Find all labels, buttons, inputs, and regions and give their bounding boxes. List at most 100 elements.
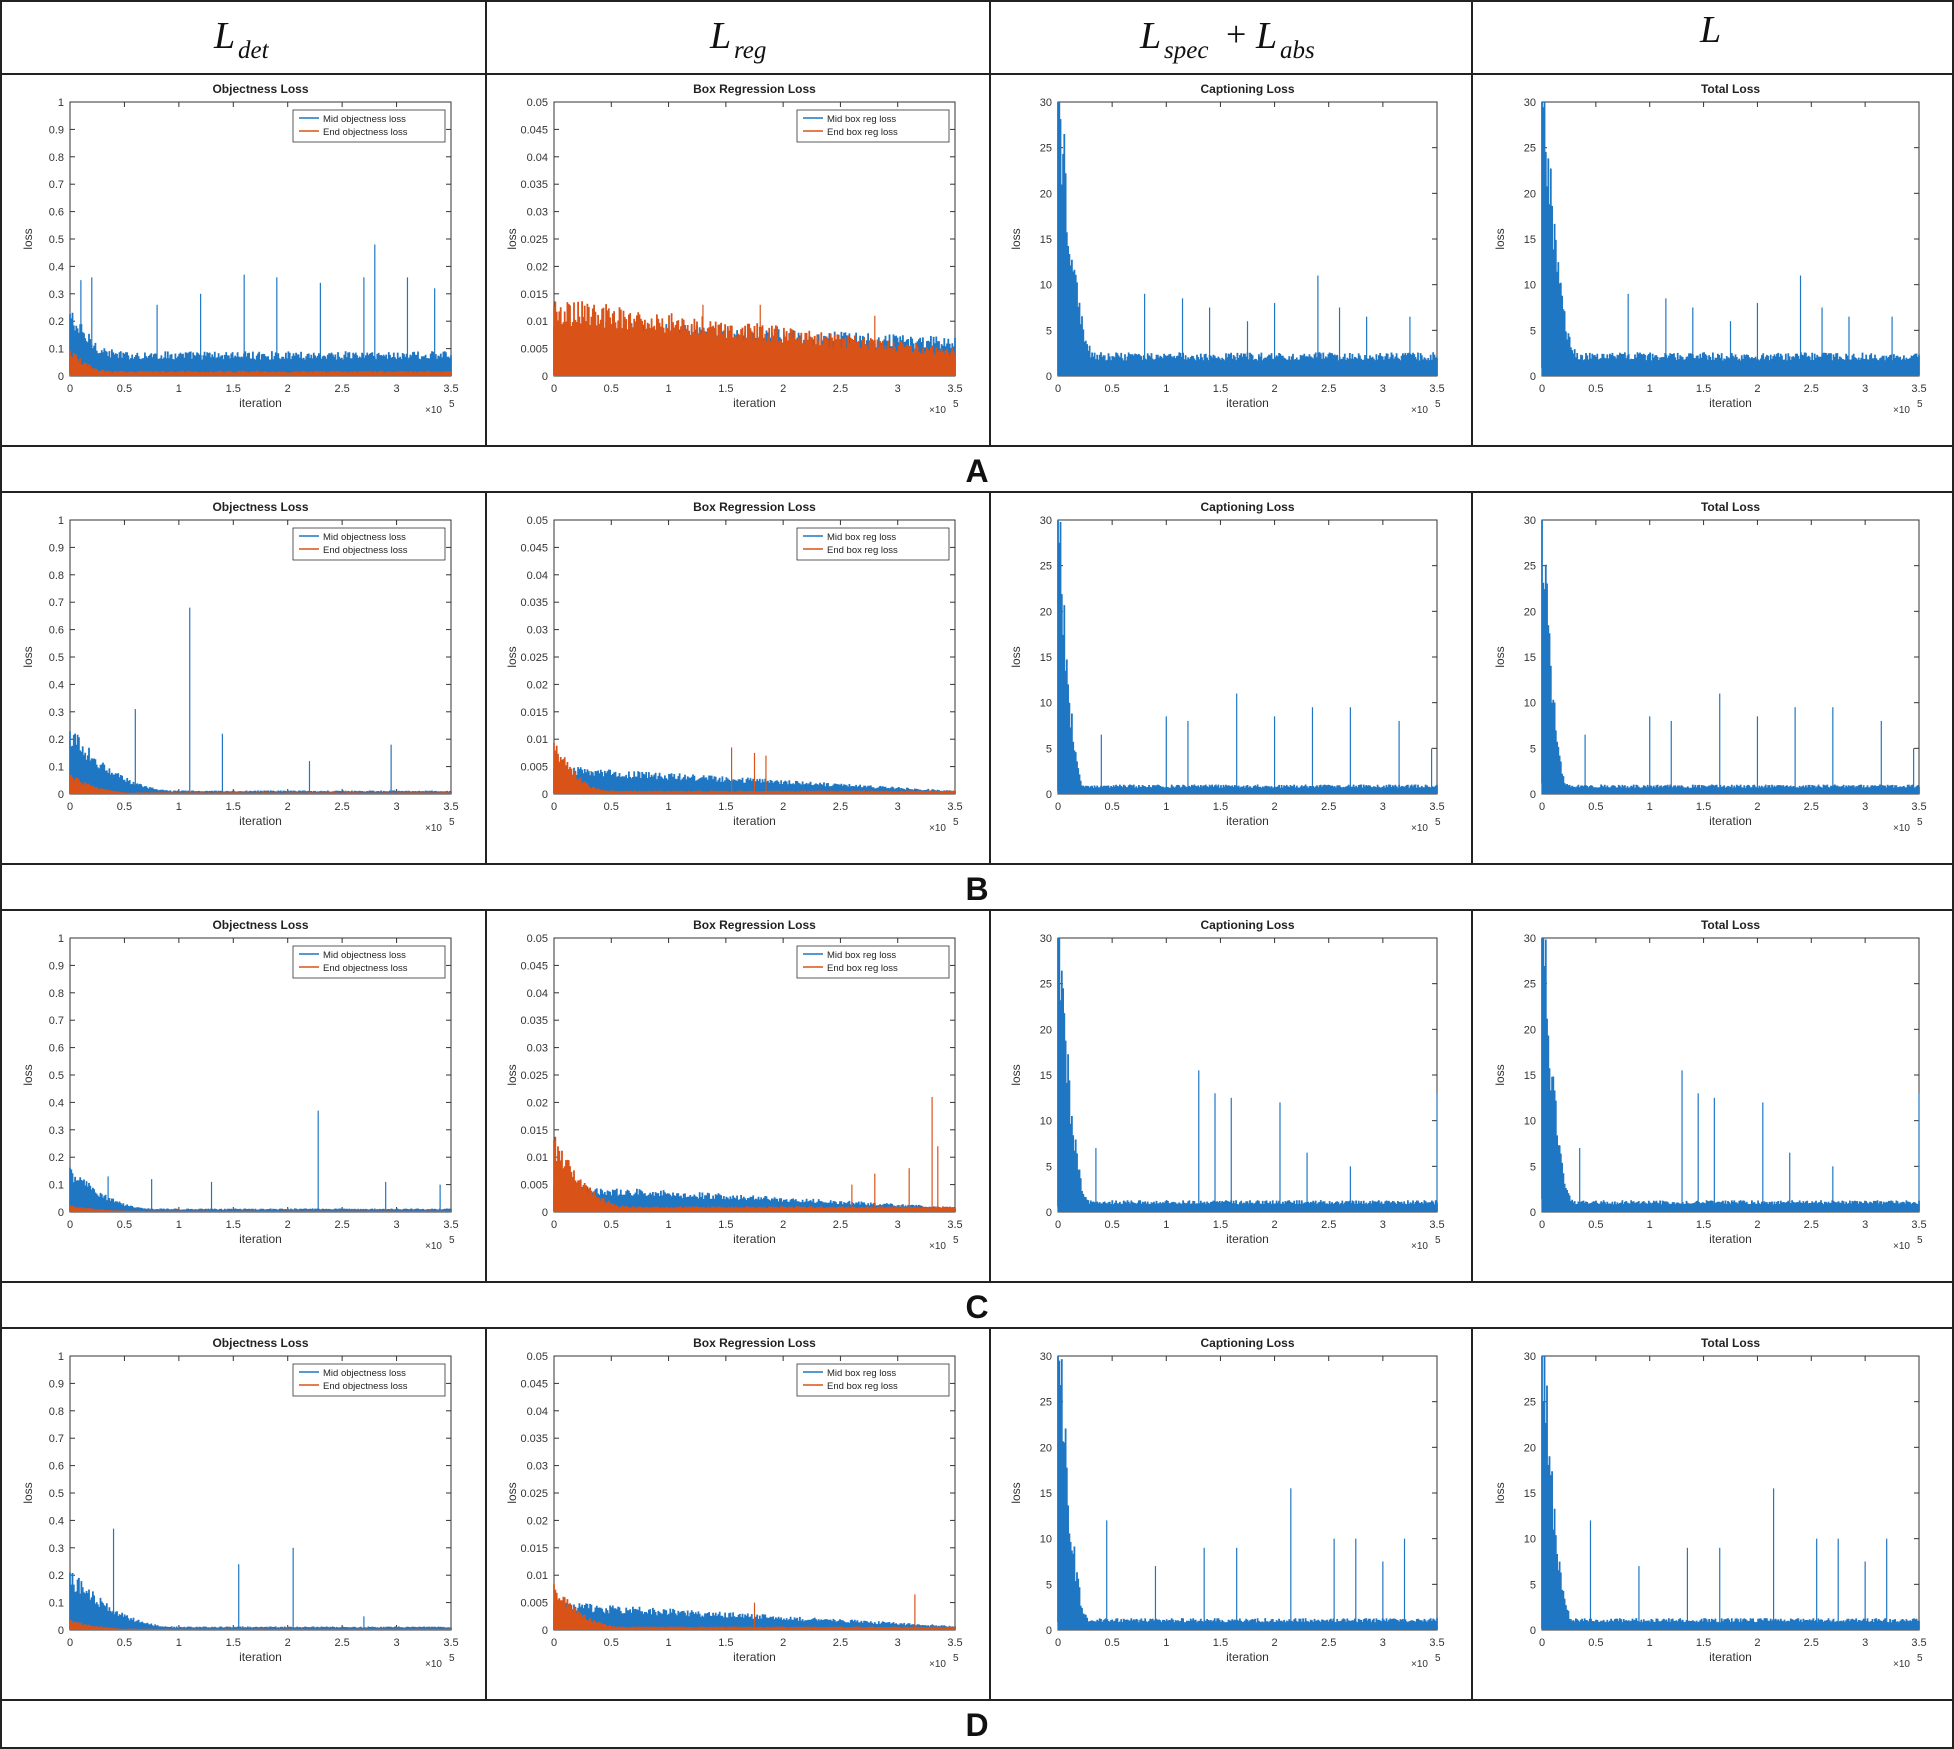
y-tick-label: 0.01 xyxy=(527,734,548,746)
data-series-group xyxy=(1541,520,1920,794)
x-multiplier-exponent: 5 xyxy=(1917,817,1923,828)
x-axis-label: iteration xyxy=(733,814,776,828)
y-tick-label: 15 xyxy=(1524,1488,1536,1500)
x-tick-label: 0.5 xyxy=(117,1219,132,1231)
x-tick-label: 2.5 xyxy=(1804,1637,1819,1649)
y-tick-label: 0.4 xyxy=(49,679,64,691)
y-tick-label: 0 xyxy=(1530,371,1536,383)
y-axis-label: loss xyxy=(1009,228,1023,249)
x-multiplier: ×10 xyxy=(1411,405,1428,416)
plot-title: Objectness Loss xyxy=(212,918,308,932)
y-tick-label: 0.02 xyxy=(527,1097,548,1109)
x-multiplier-exponent: 5 xyxy=(449,817,455,828)
x-multiplier: ×10 xyxy=(929,1659,946,1670)
y-tick-label: 0.05 xyxy=(527,1351,548,1363)
y-tick-label: 0.005 xyxy=(520,1180,548,1192)
x-tick-label: 0 xyxy=(551,383,557,395)
y-tick-label: 0 xyxy=(58,371,64,383)
x-tick-label: 1 xyxy=(1163,1219,1169,1231)
y-tick-label: 0.005 xyxy=(520,344,548,356)
x-tick-label: 3.5 xyxy=(1911,1637,1926,1649)
y-tick-label: 0.05 xyxy=(527,97,548,109)
y-tick-label: 0.03 xyxy=(527,1043,548,1055)
x-multiplier-exponent: 5 xyxy=(1435,1235,1441,1246)
legend-box xyxy=(796,945,950,979)
y-tick-label: 10 xyxy=(1040,1116,1052,1128)
legend-box xyxy=(796,527,950,561)
plot-title: Objectness Loss xyxy=(212,1336,308,1350)
y-tick-label: 0.05 xyxy=(527,515,548,527)
y-tick-label: 20 xyxy=(1040,188,1052,200)
x-tick-label: 0.5 xyxy=(117,801,132,813)
legend-label: Mid objectness loss xyxy=(323,532,406,543)
x-tick-label: 2 xyxy=(780,1219,786,1231)
y-tick-label: 0.03 xyxy=(527,625,548,637)
y-tick-label: 0.025 xyxy=(520,1488,548,1500)
y-tick-label: 0.035 xyxy=(520,179,548,191)
x-tick-label: 1.5 xyxy=(718,1637,733,1649)
y-tick-label: 0.8 xyxy=(49,570,64,582)
plot-b-3: Captioning Loss 0 5 10 15 20 25 30 0 0.5 1 1.5 2 2.5 3… xyxy=(1009,500,1445,834)
y-tick-label: 0.02 xyxy=(527,679,548,691)
y-tick-label: 0 xyxy=(542,789,548,801)
x-tick-label: 3.5 xyxy=(443,801,458,813)
y-tick-label: 25 xyxy=(1524,1397,1536,1409)
data-series-group xyxy=(1541,938,1920,1212)
x-axis-label: iteration xyxy=(1709,1232,1752,1246)
y-tick-label: 0.01 xyxy=(527,1570,548,1582)
y-tick-label: 0.02 xyxy=(527,1515,548,1527)
x-multiplier: ×10 xyxy=(1411,1241,1428,1252)
legend-label: Mid objectness loss xyxy=(323,950,406,961)
y-axis-label: loss xyxy=(505,1064,519,1085)
y-tick-label: 0 xyxy=(58,1625,64,1637)
x-tick-label: 3 xyxy=(1862,383,1868,395)
y-tick-label: 1 xyxy=(58,515,64,527)
y-tick-label: 30 xyxy=(1524,97,1536,109)
x-tick-label: 1 xyxy=(1647,801,1653,813)
x-tick-label: 1.5 xyxy=(1213,383,1228,395)
x-tick-label: 3 xyxy=(394,1219,400,1231)
x-multiplier: ×10 xyxy=(929,1241,946,1252)
x-multiplier-exponent: 5 xyxy=(449,1653,455,1664)
plot-b-1: Objectness Loss 0 0.1 0.2 0.3 0.4 0.5 0.6 0.7 0.8… xyxy=(21,500,459,834)
y-tick-label: 30 xyxy=(1040,933,1052,945)
plot-title: Objectness Loss xyxy=(212,82,308,96)
y-tick-label: 0.7 xyxy=(49,1015,64,1027)
x-tick-label: 0.5 xyxy=(604,383,619,395)
x-tick-label: 1.5 xyxy=(1213,1637,1228,1649)
y-axis-label: loss xyxy=(505,646,519,667)
axes-frame xyxy=(1541,937,1920,1213)
plot-d-2: Box Regression Loss 0 0.005 0.01 0.015 0.02 0.… xyxy=(505,1336,963,1670)
plot-b-2: Box Regression Loss 0 0.005 0.01 0.015 0.02 0.… xyxy=(505,500,963,834)
x-tick-label: 3.5 xyxy=(443,383,458,395)
x-tick-label: 3 xyxy=(394,801,400,813)
legend: Mid objectness loss End objectness loss xyxy=(292,945,446,979)
y-tick-label: 0.04 xyxy=(527,152,548,164)
plot-title: Box Regression Loss xyxy=(693,500,816,514)
legend-box xyxy=(292,945,446,979)
plot-title: Total Loss xyxy=(1701,918,1760,932)
legend-label: Mid box reg loss xyxy=(827,114,896,125)
y-tick-label: 0.8 xyxy=(49,988,64,1000)
x-tick-label: 0.5 xyxy=(604,1637,619,1649)
y-axis-label: loss xyxy=(505,228,519,249)
y-tick-label: 0.5 xyxy=(49,1070,64,1082)
y-tick-label: 1 xyxy=(58,933,64,945)
x-tick-label: 3.5 xyxy=(443,1219,458,1231)
x-tick-label: 3 xyxy=(1380,383,1386,395)
x-tick-label: 1.5 xyxy=(226,1637,241,1649)
legend: Mid box reg loss End box reg loss xyxy=(796,527,950,561)
legend-label: End box reg loss xyxy=(827,545,898,556)
x-tick-label: 3.5 xyxy=(947,383,962,395)
x-axis-label: iteration xyxy=(239,1650,282,1664)
x-tick-label: 2 xyxy=(780,801,786,813)
x-tick-label: 3 xyxy=(1862,1219,1868,1231)
series-band-end xyxy=(554,765,955,794)
y-axis-label: loss xyxy=(21,646,35,667)
plot-title: Captioning Loss xyxy=(1201,82,1295,96)
series-band-end xyxy=(554,336,955,376)
y-tick-label: 10 xyxy=(1040,280,1052,292)
x-axis-label: iteration xyxy=(239,1232,282,1246)
x-multiplier-exponent: 5 xyxy=(953,817,959,828)
y-tick-label: 0.005 xyxy=(520,1598,548,1610)
